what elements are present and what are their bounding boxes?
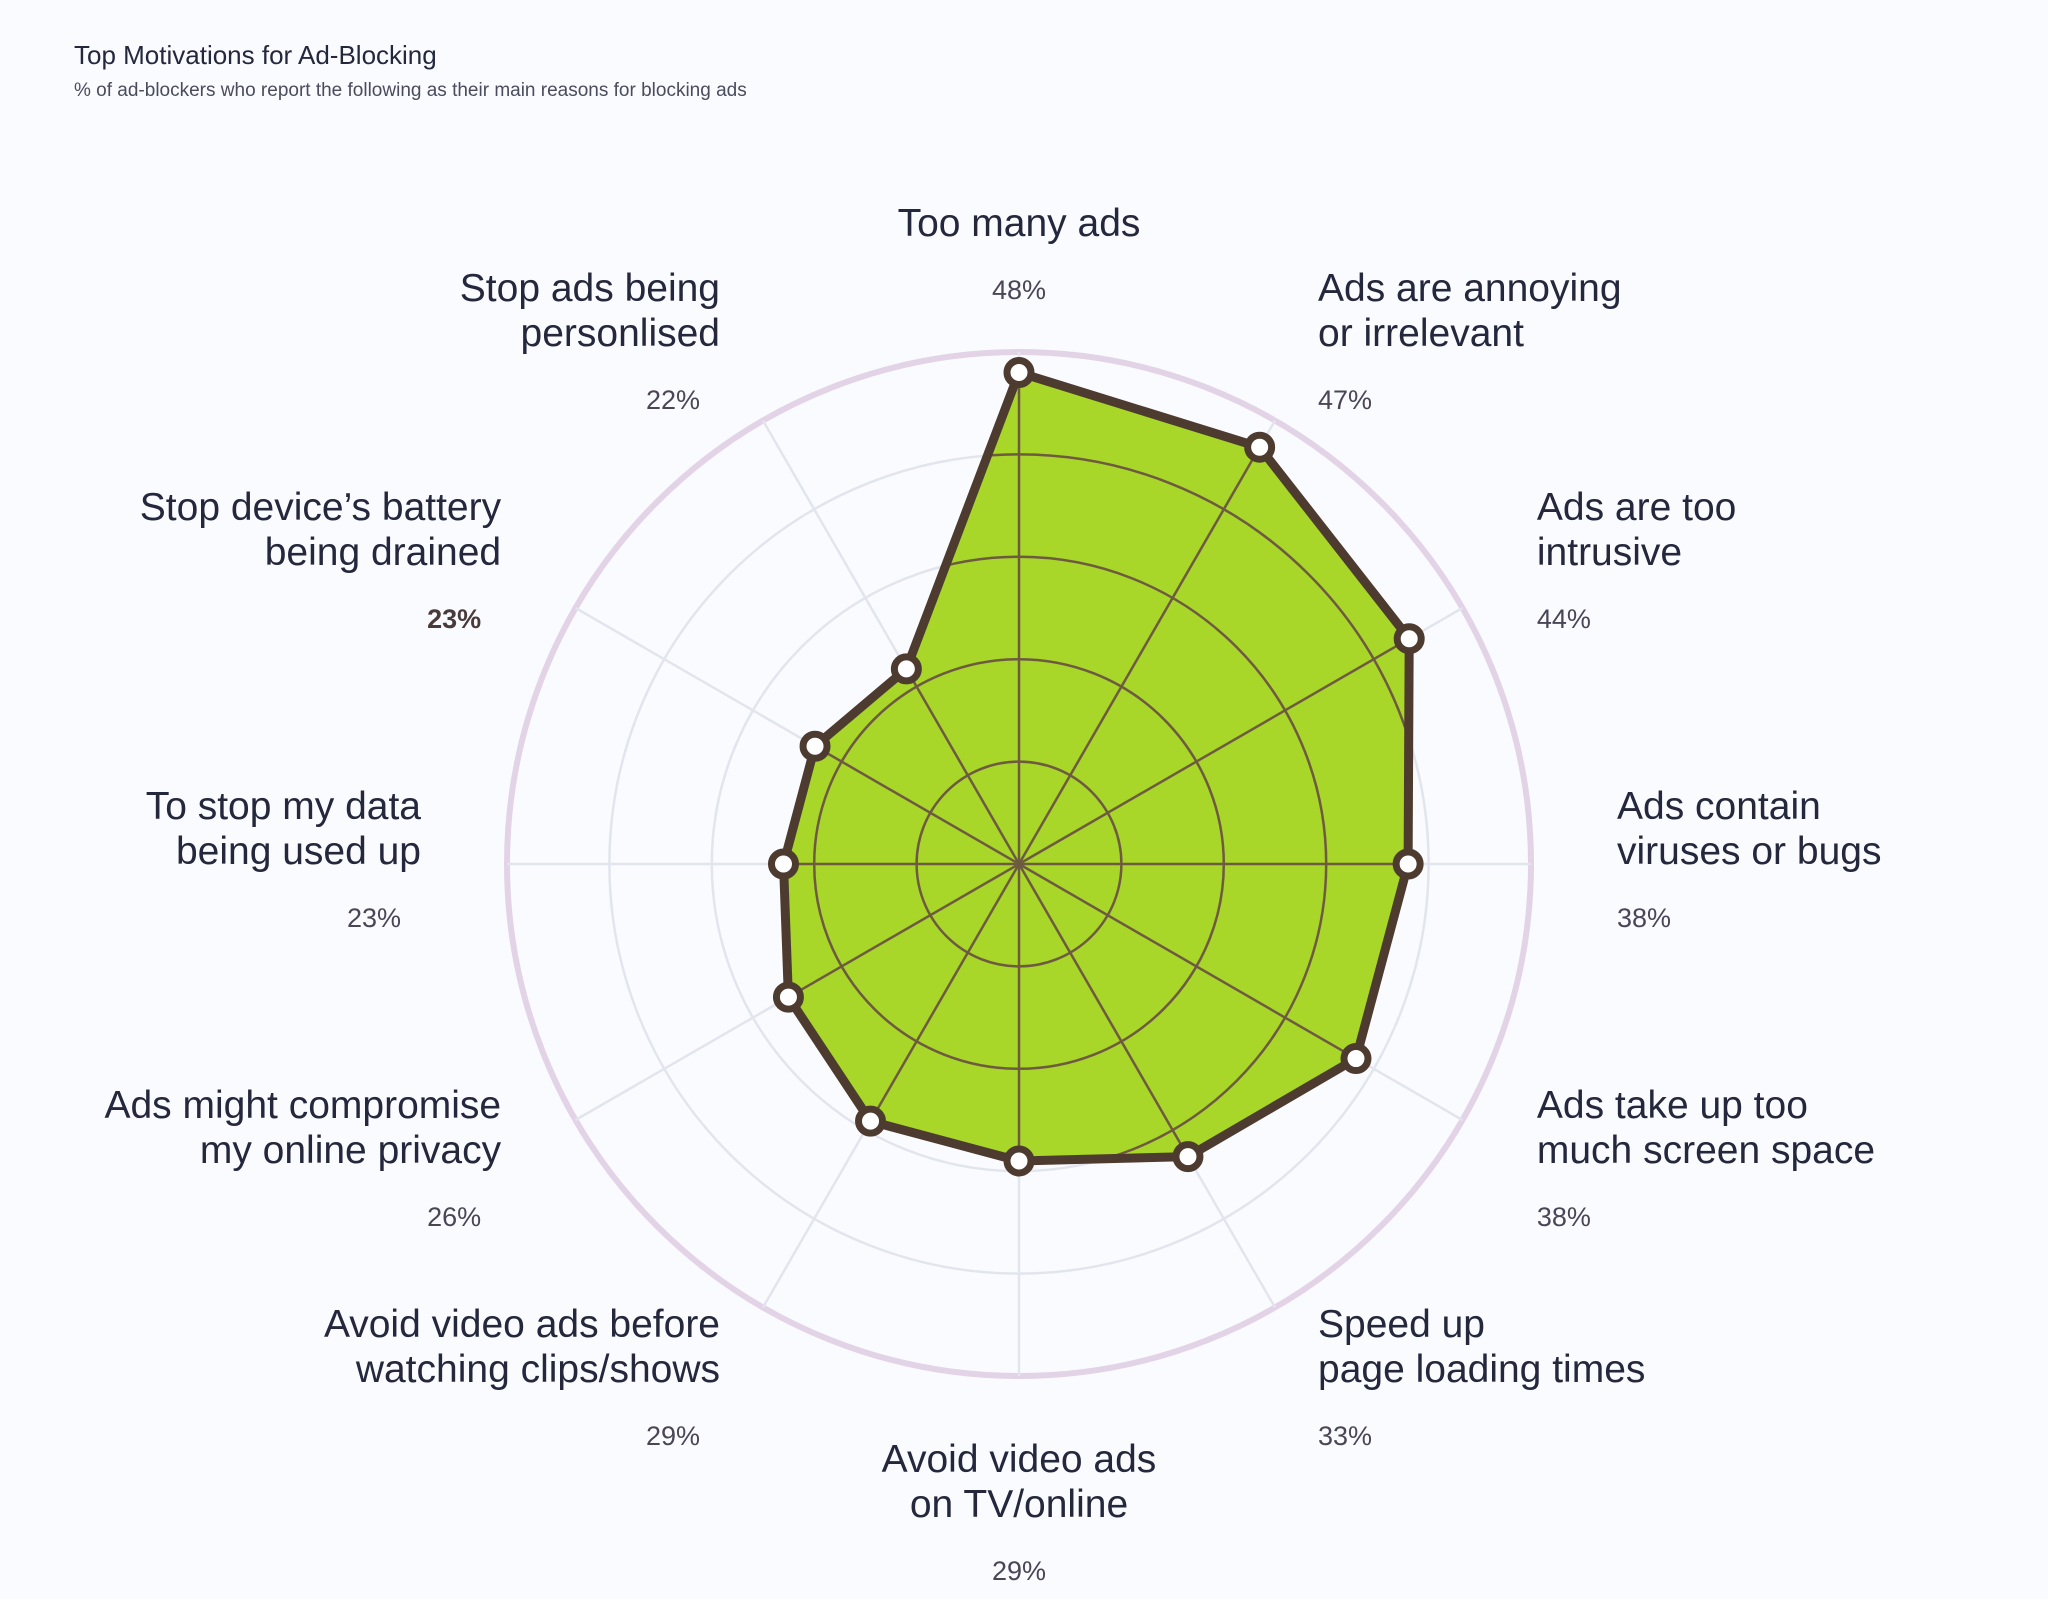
data-point-8 (855, 1105, 887, 1137)
data-point-2 (1244, 431, 1276, 463)
chart-title: Top Motivations for Ad-Blocking (74, 40, 437, 70)
category-label-line: watching clips/shows (355, 1348, 720, 1391)
category-label-line: on TV/online (910, 1483, 1128, 1526)
data-point-12 (890, 653, 922, 685)
data-point-9 (772, 981, 804, 1013)
category-label-line: or irrelevant (1318, 312, 1524, 355)
category-label-line: Ads take up too (1537, 1084, 1808, 1127)
data-point-5 (1340, 1043, 1372, 1075)
radar-area (783, 372, 1410, 1161)
category-label-line: Stop ads being (460, 267, 720, 310)
value-label-9: 26% (427, 1202, 481, 1232)
category-label-line: my online privacy (200, 1129, 502, 1172)
inner-spoke (783, 863, 1021, 1161)
data-point-6 (1172, 1141, 1204, 1173)
value-label-12: 22% (646, 385, 700, 415)
category-label-line: being used up (176, 830, 421, 873)
category-label-line: Ads contain (1617, 785, 1821, 828)
value-label-10: 23% (347, 903, 401, 933)
data-point-1 (1003, 356, 1035, 388)
value-label-2: 47% (1318, 385, 1372, 415)
category-label-line: Speed up (1318, 1303, 1485, 1346)
category-label-line: To stop my data (146, 785, 422, 828)
value-label-1: 48% (992, 275, 1046, 305)
category-label-line: being drained (265, 531, 501, 574)
value-label-7: 29% (992, 1556, 1046, 1586)
data-point-11 (799, 730, 831, 762)
data-point-3 (1393, 623, 1425, 655)
data-point-10 (767, 848, 799, 880)
value-label-5: 38% (1537, 1202, 1591, 1232)
category-label-line: Too many ads (898, 202, 1141, 245)
inner-spoke (1017, 863, 1277, 1161)
inner-spoke (1018, 606, 1410, 866)
category-label-line: much screen space (1537, 1129, 1875, 1172)
value-label-8: 29% (646, 1421, 700, 1451)
category-label-1: Too many ads 48% (898, 202, 1141, 305)
category-label-line: viruses or bugs (1617, 830, 1881, 873)
category-label-line: Avoid video ads before (324, 1303, 720, 1346)
value-label-6: 33% (1318, 1421, 1372, 1451)
radar-inner-grid (783, 372, 1410, 1161)
data-area (783, 372, 1410, 1161)
category-label-line: Ads might compromise (104, 1084, 501, 1127)
category-label-line: Stop device’s battery (140, 486, 502, 529)
category-label-line: Ads are too (1537, 486, 1736, 529)
category-label-line: intrusive (1537, 531, 1682, 574)
category-label-line: page loading times (1318, 1348, 1645, 1391)
category-label-line: personlised (521, 312, 720, 355)
chart-subtitle: % of ad-blockers who report the followin… (74, 80, 747, 101)
value-label-4: 38% (1617, 903, 1671, 933)
data-point-4 (1392, 848, 1424, 880)
category-label-line: Ads are annoying (1318, 267, 1622, 310)
value-label-11: 23% (427, 604, 481, 634)
category-label-line: Avoid video ads (882, 1438, 1157, 1481)
value-label-3: 44% (1537, 604, 1591, 634)
data-point-7 (1003, 1145, 1035, 1177)
inner-spoke (1017, 419, 1277, 865)
radar-markers (767, 356, 1425, 1177)
